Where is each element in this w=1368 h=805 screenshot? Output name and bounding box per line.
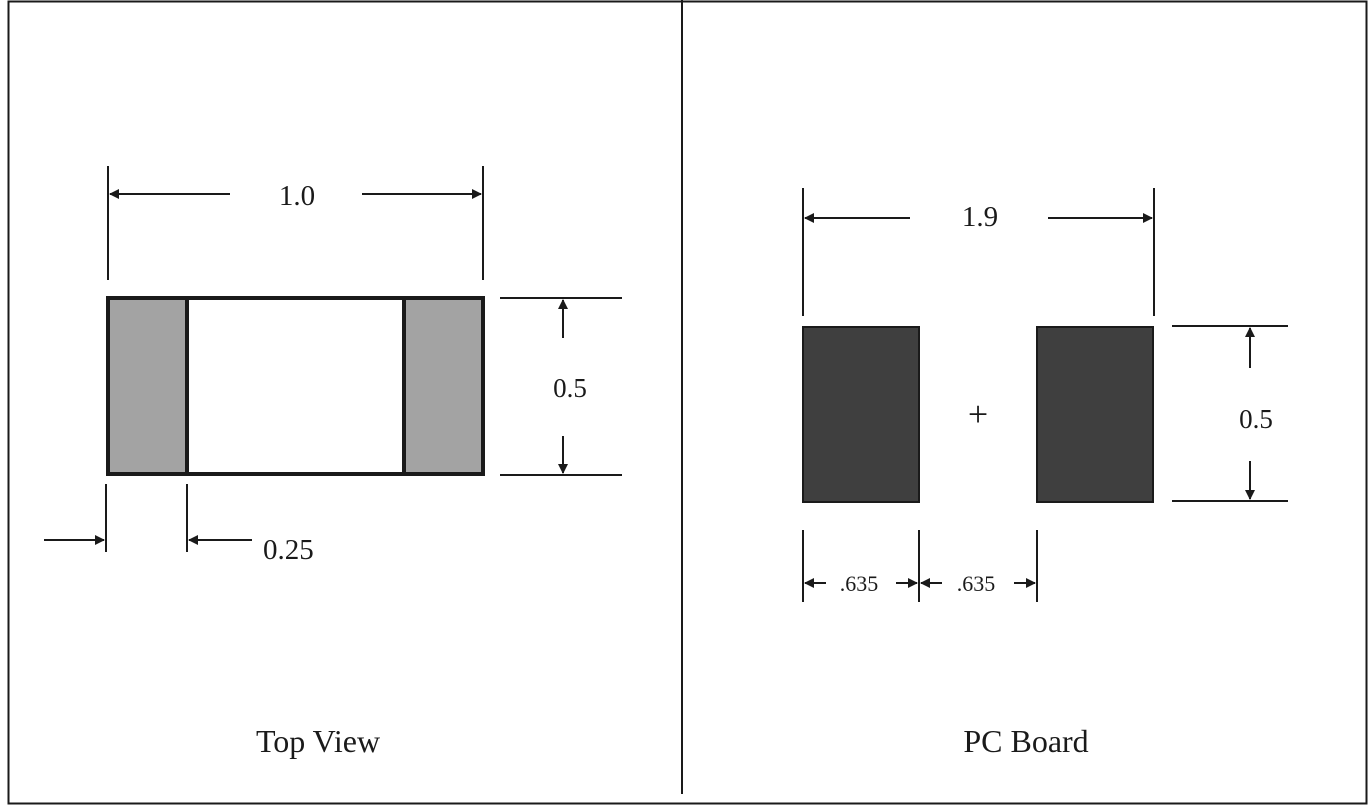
- length-label: 1.0: [279, 180, 315, 212]
- left-pad: [802, 326, 920, 503]
- span-label: 1.9: [962, 201, 998, 233]
- right-pad: [1036, 326, 1154, 503]
- pad-height-label: 0.5: [1239, 404, 1273, 434]
- pad-width-label: .635: [840, 571, 879, 596]
- pc-board-title: PC Board: [963, 723, 1088, 759]
- top-view-title: Top View: [256, 723, 380, 759]
- height-label: 0.5: [553, 373, 587, 403]
- gap-label: .635: [957, 571, 996, 596]
- component-body: [106, 296, 485, 476]
- pc-board-panel: 1.9 + 0.5 .635 .635 PC Board: [802, 188, 1288, 759]
- left-terminal: [108, 298, 187, 474]
- top-view-panel: 1.0 0.5 0.25 Top View: [44, 166, 622, 759]
- terminal-label: 0.25: [263, 534, 314, 566]
- center-mark: +: [968, 394, 988, 434]
- outer-frame: [7, 0, 1368, 805]
- right-terminal: [404, 298, 483, 474]
